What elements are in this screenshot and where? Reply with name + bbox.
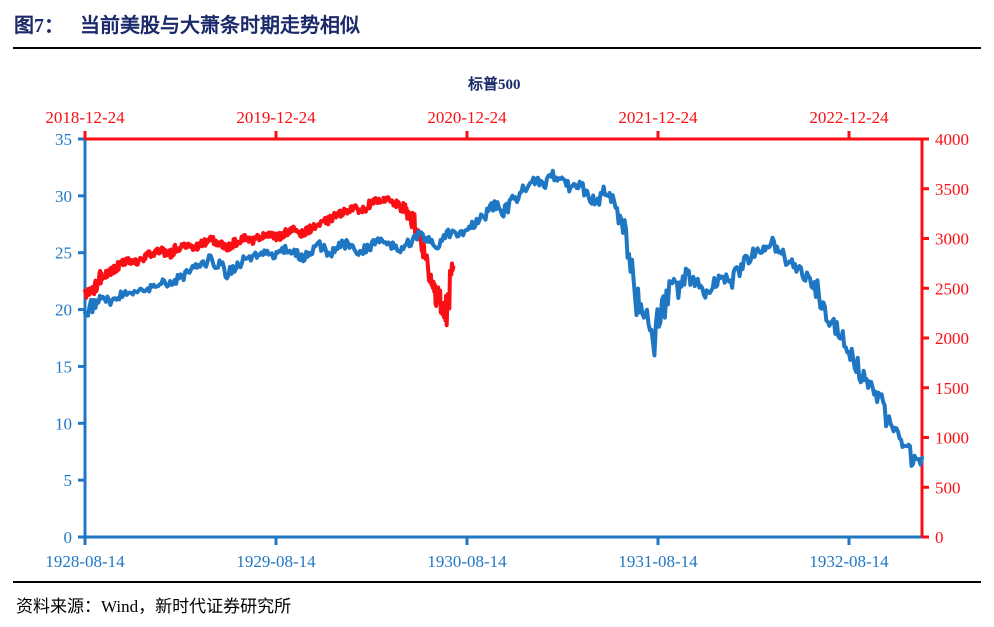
axis-tick-label: 500 (935, 478, 961, 497)
axis-tick-label: 2020-12-24 (427, 108, 507, 127)
axis-tick-label: 1929-08-14 (236, 552, 316, 571)
chart-svg: 0 5 10 15 20 25 30 35 0 500 1000 1500 2000 2500 3000 35… (45, 108, 969, 571)
axis-tick-label: 2019-12-24 (236, 108, 316, 127)
header-divider (13, 47, 981, 49)
axis-tick-label: 1931-08-14 (618, 552, 698, 571)
axis-tick-label: 1500 (935, 379, 969, 398)
axis-tick-label: 1932-08-14 (809, 552, 889, 571)
figure-source: 资料来源：Wind，新时代证券研究所 (16, 597, 292, 616)
series-line-sp500 (83, 195, 456, 328)
figure-title-text: 当前美股与大萧条时期走势相似 (80, 15, 360, 37)
axis-tick-label: 1928-08-14 (45, 552, 125, 571)
axis-tick-label: 15 (55, 357, 72, 376)
axis-tick-label: 0 (64, 528, 73, 547)
axis-tick-label: 30 (55, 187, 72, 206)
axis-tick-label: 25 (55, 244, 72, 263)
axis-tick-label: 2500 (935, 279, 969, 298)
axis-tick-label: 35 (55, 130, 72, 149)
series-line-great-depression (83, 168, 924, 468)
page-title: 图7： 当前美股与大萧条时期走势相似 (14, 9, 360, 38)
axis-tick-label: 1000 (935, 429, 969, 448)
axis-tick-label: 5 (64, 471, 73, 490)
figure-header: 图7： 当前美股与大萧条时期走势相似 (0, 0, 994, 50)
axis-tick-label: 0 (935, 528, 944, 547)
axis-tick-label: 1930-08-14 (427, 552, 507, 571)
axis-tick-label: 2018-12-24 (45, 108, 125, 127)
axis-tick-label: 2022-12-24 (809, 108, 889, 127)
chart-container: 标普500 0 5 10 15 20 25 30 35 0 500 1000 1500 2000 2500… (0, 50, 994, 578)
axis-tick-label: 20 (55, 301, 72, 320)
axis-tick-label: 3500 (935, 180, 969, 199)
axis-tick-label: 10 (55, 414, 72, 433)
axis-tick-label: 3000 (935, 230, 969, 249)
axis-tick-label: 2021-12-24 (618, 108, 698, 127)
chart-legend-title: 标普500 (468, 77, 521, 93)
figure-number: 图7： (14, 15, 64, 37)
axis-tick-label: 2000 (935, 329, 969, 348)
footer-divider (13, 581, 981, 583)
axis-tick-label: 4000 (935, 130, 969, 149)
